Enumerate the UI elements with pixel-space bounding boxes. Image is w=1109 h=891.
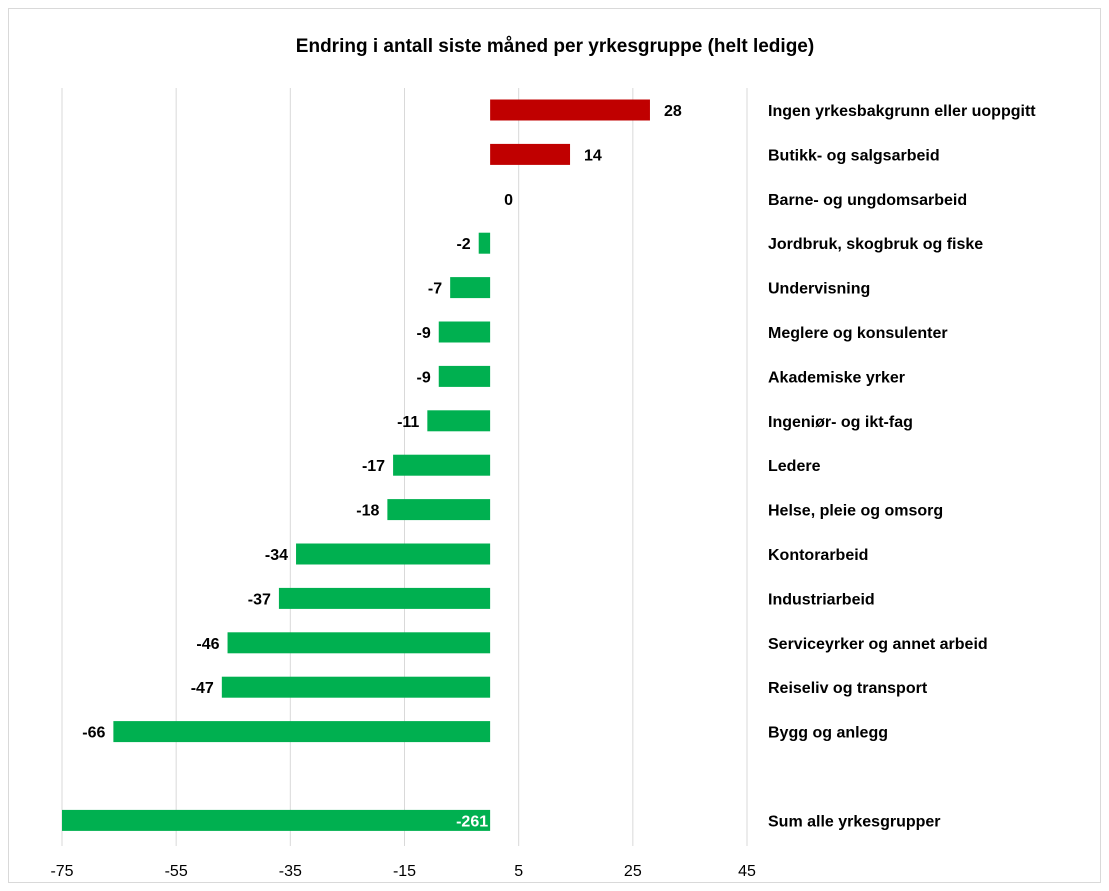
chart-title: Endring i antall siste måned per yrkesgr…	[296, 36, 814, 57]
data-label: 28	[664, 103, 682, 120]
data-label: -66	[82, 725, 105, 742]
bar	[490, 99, 650, 121]
category-label: Ingeniør- og ikt-fag	[768, 414, 913, 431]
bar	[113, 721, 491, 743]
x-tick-label: -35	[279, 863, 302, 880]
data-label: 14	[584, 147, 602, 164]
data-label: -47	[191, 680, 214, 697]
category-label: Ingen yrkesbakgrunn eller uoppgitt	[768, 103, 1036, 120]
bar	[393, 454, 491, 476]
category-label: Helse, pleie og omsorg	[768, 503, 943, 520]
bar	[438, 321, 491, 343]
x-tick-label: -15	[393, 863, 416, 880]
category-label: Sum alle yrkesgrupper	[768, 813, 941, 830]
bar	[296, 543, 491, 565]
gridlines	[61, 88, 748, 846]
data-label: -7	[428, 281, 442, 298]
bar	[62, 809, 491, 831]
data-label: -18	[356, 503, 379, 520]
category-label: Serviceyrker og annet arbeid	[768, 636, 988, 653]
category-labels: Ingen yrkesbakgrunn eller uoppgitt Butikk…	[768, 103, 1036, 830]
x-tick-label: 45	[738, 863, 756, 880]
data-label: 0	[504, 192, 513, 209]
category-label: Bygg og anlegg	[768, 725, 888, 742]
data-label: -11	[397, 414, 419, 431]
x-axis-ticks: -75 -55 -35 -15 5 25 45	[50, 863, 756, 880]
bar	[227, 632, 491, 654]
data-labels: 28 14 0 -2 -7 -9 -9 -11 -17 -18 -34 -37 -46 -47 -66 -26…	[82, 103, 682, 830]
data-label: -2	[456, 236, 470, 253]
bar	[387, 499, 491, 521]
data-label: -34	[265, 547, 288, 564]
bar	[438, 365, 491, 387]
category-label: Butikk- og salgsarbeid	[768, 147, 940, 164]
category-label: Barne- og ungdomsarbeid	[768, 192, 967, 209]
x-tick-label: 5	[514, 863, 523, 880]
category-label: Undervisning	[768, 281, 870, 298]
bar	[450, 277, 491, 299]
x-tick-label: -55	[165, 863, 188, 880]
x-tick-label: -75	[50, 863, 73, 880]
bar	[221, 676, 491, 698]
data-label: -46	[196, 636, 219, 653]
data-label: -9	[417, 325, 431, 342]
bar	[278, 587, 491, 609]
data-label: -37	[248, 591, 271, 608]
category-label: Industriarbeid	[768, 591, 875, 608]
data-label: -9	[417, 369, 431, 386]
data-label: -261	[456, 813, 488, 830]
bar	[478, 232, 491, 254]
bar	[490, 143, 571, 165]
data-label: -17	[362, 458, 385, 475]
category-label: Meglere og konsulenter	[768, 325, 948, 342]
bar	[427, 410, 491, 432]
x-tick-label: 25	[624, 863, 642, 880]
category-label: Akademiske yrker	[768, 369, 905, 386]
category-label: Reiseliv og transport	[768, 680, 928, 697]
category-label: Kontorarbeid	[768, 547, 868, 564]
bars	[62, 99, 650, 831]
category-label: Jordbruk, skogbruk og fiske	[768, 236, 983, 253]
category-label: Ledere	[768, 458, 821, 475]
